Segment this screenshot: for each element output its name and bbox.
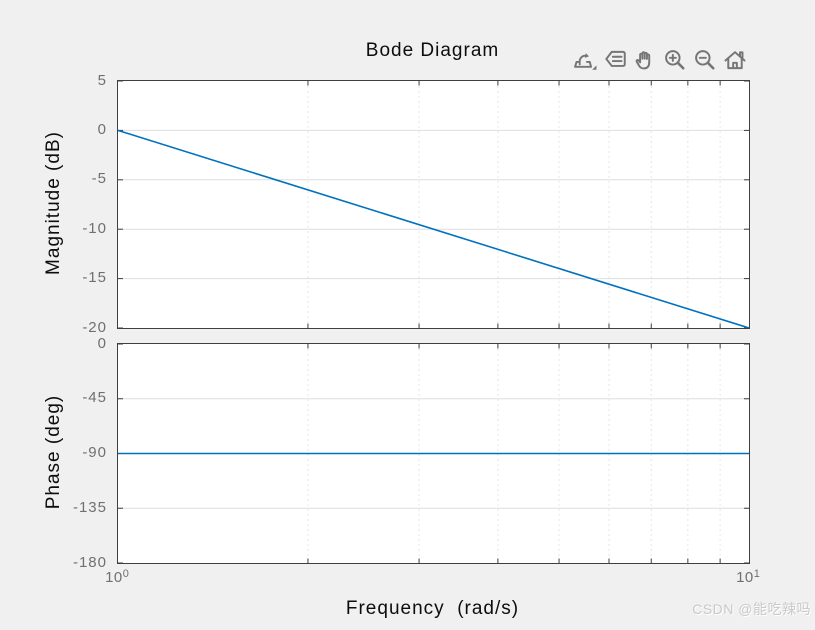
export-button[interactable]	[571, 46, 599, 74]
watermark: CSDN @能吃辣吗	[692, 601, 811, 617]
magnitude-axis-label: Magnitude (dB)	[43, 131, 64, 275]
export-icon	[574, 53, 597, 70]
x-tick-label: 101	[736, 568, 760, 586]
y-tick-label: -10	[82, 219, 107, 237]
restore-view-button[interactable]	[721, 46, 749, 74]
zoom-out-button[interactable]	[691, 46, 719, 74]
zoom-out-icon	[695, 50, 715, 70]
pan-icon	[635, 51, 651, 70]
magnitude-response-line	[118, 129, 749, 328]
magnitude-plot	[117, 80, 750, 329]
y-tick-label: -180	[72, 553, 107, 571]
magnitude-axes[interactable]	[118, 81, 749, 328]
datatips-button[interactable]	[601, 46, 629, 74]
y-tick-label: -15	[82, 269, 107, 287]
phase-plot	[117, 343, 750, 564]
zoom-in-button[interactable]	[661, 46, 689, 74]
y-tick-label: -90	[82, 444, 107, 461]
datatips-icon	[605, 50, 626, 67]
zoom-in-icon	[665, 50, 685, 70]
y-tick-label: -135	[72, 498, 107, 516]
x-tick-label: 100	[105, 568, 129, 586]
y-tick-label: -20	[82, 318, 107, 336]
y-tick-label: -45	[82, 389, 107, 407]
y-tick-label: 5	[97, 71, 107, 89]
axes-toolbar	[571, 46, 749, 74]
frequency-axis-label: Frequency (rad/s)	[345, 598, 520, 619]
y-tick-label: 0	[97, 334, 107, 352]
home-icon	[724, 51, 746, 70]
y-tick-label: -5	[91, 170, 107, 188]
phase-axes[interactable]	[118, 344, 749, 563]
chart-title: Bode Diagram	[365, 40, 500, 61]
pan-button[interactable]	[631, 46, 659, 74]
y-tick-label: 0	[97, 120, 107, 138]
